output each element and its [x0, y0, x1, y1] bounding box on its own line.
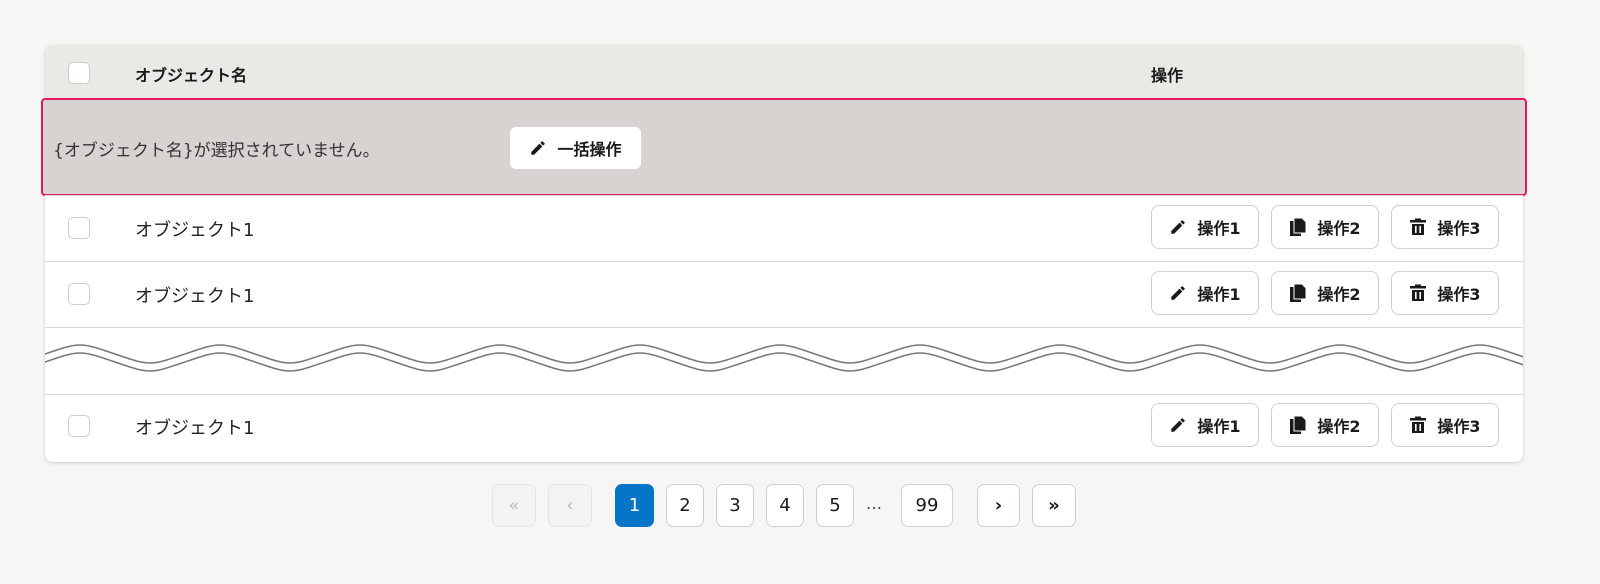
pencil-icon: [1169, 284, 1187, 302]
row-actions: 操作1 操作2 操作3: [1151, 271, 1499, 315]
copy-icon: [1289, 217, 1307, 237]
table-row: オブジェクト1 操作1 操作2 操作3: [45, 394, 1523, 460]
object-name: オブジェクト1: [135, 418, 255, 439]
action-label: 操作1: [1197, 417, 1241, 436]
row-actions: 操作1 操作2 操作3: [1151, 205, 1499, 249]
action-label: 操作3: [1437, 219, 1481, 238]
object-name: オブジェクト1: [135, 286, 255, 307]
action-1-button[interactable]: 操作1: [1151, 205, 1259, 249]
action-label: 操作2: [1317, 285, 1361, 304]
table-row: オブジェクト1 操作1 操作2 操作3: [45, 261, 1523, 327]
page-99-button[interactable]: 99: [901, 484, 953, 527]
page-5-button[interactable]: 5: [816, 484, 854, 527]
action-label: 操作2: [1317, 219, 1361, 238]
table-header: オブジェクト名 操作: [45, 45, 1523, 99]
pagination-ellipsis: …: [866, 494, 882, 513]
pencil-icon: [1169, 218, 1187, 236]
bulk-action-button[interactable]: 一括操作: [510, 127, 641, 169]
pagination: « ‹ 1 2 3 4 5 … 99 › »: [0, 484, 1600, 528]
trash-icon: [1409, 218, 1427, 236]
last-page-button[interactable]: »: [1032, 484, 1076, 527]
action-label: 操作3: [1437, 285, 1481, 304]
no-selection-message: {オブジェクト名}が選択されていません。: [53, 141, 380, 161]
select-all-checkbox[interactable]: [68, 62, 90, 84]
object-table: オブジェクト名 操作 {オブジェクト名}が選択されていません。 一括操作 オブジ…: [41, 45, 1527, 462]
action-label: 操作2: [1317, 417, 1361, 436]
page-1-button[interactable]: 1: [615, 484, 654, 527]
action-label: 操作1: [1197, 219, 1241, 238]
trash-icon: [1409, 284, 1427, 302]
omitted-rows-separator: [45, 327, 1523, 395]
column-header-actions: 操作: [1151, 66, 1184, 85]
row-checkbox[interactable]: [68, 415, 90, 437]
page-3-button[interactable]: 3: [716, 484, 754, 527]
action-1-button[interactable]: 操作1: [1151, 403, 1259, 447]
next-page-button[interactable]: ›: [977, 484, 1020, 527]
prev-page-button[interactable]: ‹: [548, 484, 592, 527]
copy-icon: [1289, 283, 1307, 303]
action-3-button[interactable]: 操作3: [1391, 205, 1499, 249]
page-2-button[interactable]: 2: [666, 484, 704, 527]
object-name: オブジェクト1: [135, 220, 255, 241]
bulk-action-label: 一括操作: [557, 140, 622, 159]
action-2-button[interactable]: 操作2: [1271, 403, 1379, 447]
first-page-button[interactable]: «: [492, 484, 536, 527]
bulk-action-bar: {オブジェクト名}が選択されていません。 一括操作: [41, 98, 1527, 196]
pencil-icon: [529, 139, 547, 157]
action-3-button[interactable]: 操作3: [1391, 271, 1499, 315]
table-row: オブジェクト1 操作1 操作2 操作3: [45, 195, 1523, 261]
row-checkbox[interactable]: [68, 217, 90, 239]
row-actions: 操作1 操作2 操作3: [1151, 403, 1499, 447]
action-3-button[interactable]: 操作3: [1391, 403, 1499, 447]
page-4-button[interactable]: 4: [766, 484, 804, 527]
trash-icon: [1409, 416, 1427, 434]
row-checkbox[interactable]: [68, 283, 90, 305]
copy-icon: [1289, 415, 1307, 435]
column-header-name: オブジェクト名: [135, 66, 248, 85]
action-1-button[interactable]: 操作1: [1151, 271, 1259, 315]
action-label: 操作1: [1197, 285, 1241, 304]
pencil-icon: [1169, 416, 1187, 434]
action-2-button[interactable]: 操作2: [1271, 271, 1379, 315]
action-2-button[interactable]: 操作2: [1271, 205, 1379, 249]
action-label: 操作3: [1437, 417, 1481, 436]
wave-break-icon: [45, 328, 1523, 394]
